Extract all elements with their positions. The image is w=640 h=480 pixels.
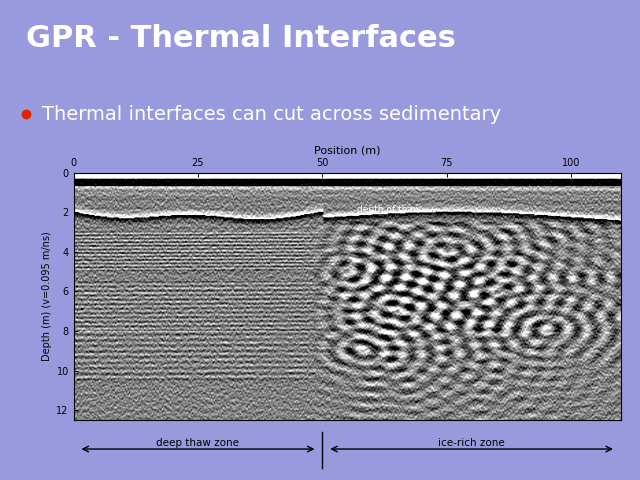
Text: Thermal interfaces can cut across sedimentary: Thermal interfaces can cut across sedime…: [42, 105, 500, 123]
Text: GPR - Thermal Interfaces: GPR - Thermal Interfaces: [26, 24, 456, 53]
Text: deep thaw zone: deep thaw zone: [156, 438, 239, 448]
Text: depth of thaw: depth of thaw: [357, 205, 420, 214]
Text: ice-rich zone: ice-rich zone: [438, 438, 505, 448]
Y-axis label: Depth (m) (v=0.095 m/ns): Depth (m) (v=0.095 m/ns): [42, 231, 52, 361]
X-axis label: Position (m): Position (m): [314, 146, 380, 156]
